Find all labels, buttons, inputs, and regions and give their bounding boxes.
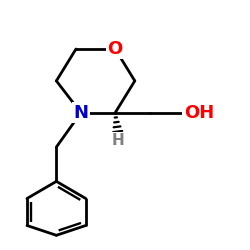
Text: OH: OH (184, 104, 214, 122)
Text: O: O (108, 40, 123, 58)
Text: H: H (111, 134, 124, 148)
Text: N: N (74, 104, 88, 122)
